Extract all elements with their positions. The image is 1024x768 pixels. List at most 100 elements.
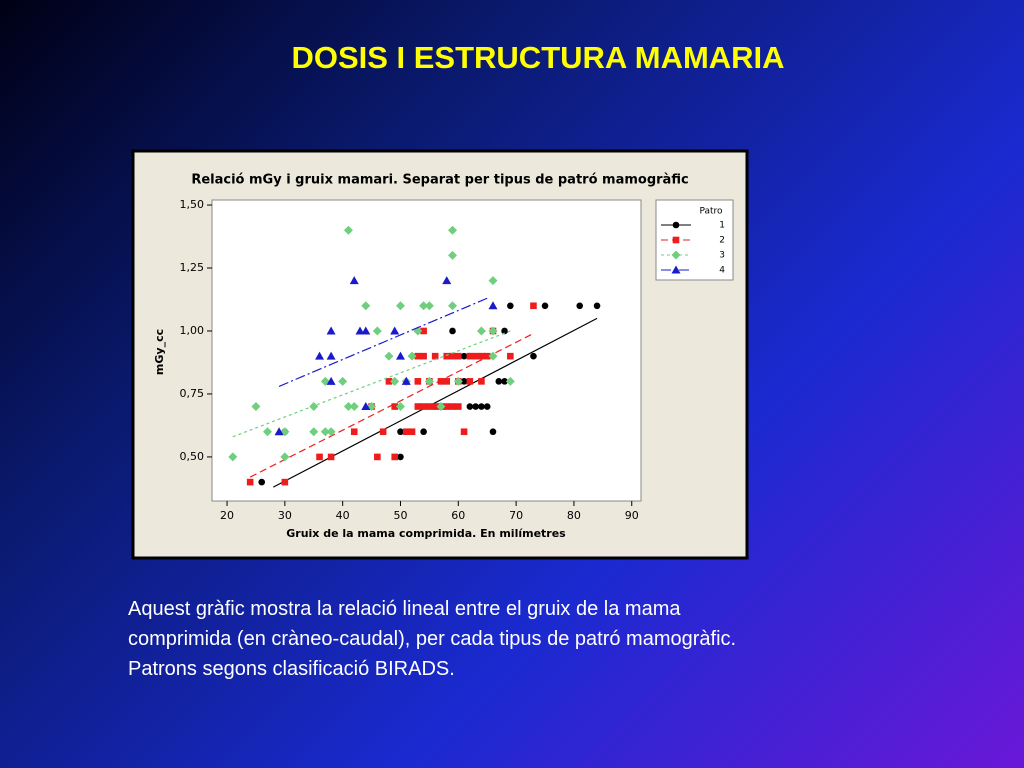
point (424, 376, 434, 386)
y-tick-label: 1,25 (180, 261, 205, 274)
point (361, 402, 371, 411)
fit-line (273, 317, 598, 488)
point (466, 378, 474, 385)
legend-label: 4 (719, 266, 725, 276)
point (443, 352, 451, 360)
caption-line: Aquest gràfic mostra la relació lineal e… (128, 598, 681, 620)
point (478, 378, 485, 385)
point (390, 326, 400, 335)
point (420, 327, 427, 335)
legend-marker (671, 250, 681, 260)
point (391, 403, 399, 410)
point (374, 453, 381, 461)
point (343, 225, 353, 235)
point (530, 352, 537, 360)
x-tick-label: 30 (278, 509, 292, 522)
point (483, 403, 491, 410)
point (309, 402, 319, 412)
chart-title: Relació mGy i gruix mamari. Separat per … (191, 173, 688, 188)
point (349, 276, 359, 285)
point (431, 352, 439, 360)
point (338, 376, 348, 386)
x-tick-label: 70 (509, 509, 523, 522)
point (349, 402, 359, 412)
caption-line: Patrons segons clasificació BIRADS. (128, 658, 455, 680)
point (454, 352, 462, 360)
point (460, 428, 468, 436)
point (495, 378, 503, 385)
caption: Aquest gràfic mostra la relació lineal e… (128, 594, 736, 684)
point (326, 351, 336, 360)
point (320, 427, 330, 437)
point (488, 276, 498, 286)
point (343, 402, 353, 412)
point (397, 453, 404, 461)
point (449, 352, 456, 360)
point (414, 352, 422, 360)
point (326, 326, 336, 335)
point (391, 453, 399, 461)
point (263, 427, 273, 437)
point (576, 302, 584, 310)
caption-line: comprimida (en cràneo-caudal), per cada … (128, 628, 737, 650)
y-tick-label: 1,00 (180, 324, 205, 337)
point (478, 403, 485, 410)
point (420, 428, 427, 436)
y-tick-label: 1,50 (180, 198, 205, 211)
legend-marker (672, 236, 680, 244)
point (407, 351, 417, 361)
legend-marker (671, 265, 681, 274)
point (350, 428, 358, 436)
legend-label: 3 (719, 251, 725, 261)
point (401, 376, 411, 385)
point (327, 453, 335, 461)
point (395, 351, 405, 360)
point (488, 351, 498, 361)
point (326, 427, 336, 437)
point (316, 453, 323, 461)
y-tick-label: 0,75 (180, 387, 205, 400)
point (593, 302, 601, 310)
y-tick-label: 0,50 (180, 450, 205, 463)
x-tick-label: 50 (393, 509, 407, 522)
point (361, 326, 371, 335)
legend-title: Patro (699, 207, 723, 217)
point (449, 403, 456, 410)
point (488, 326, 498, 336)
point (448, 250, 458, 260)
point (424, 301, 434, 311)
point (395, 301, 405, 311)
point (395, 402, 405, 412)
point (507, 352, 514, 360)
point (431, 403, 439, 410)
point (478, 352, 485, 360)
point (390, 376, 400, 386)
point (449, 327, 456, 335)
point (372, 326, 382, 336)
point (414, 378, 422, 385)
point (408, 428, 416, 436)
point (436, 402, 446, 412)
point (501, 378, 508, 385)
point (454, 403, 462, 410)
point (420, 352, 427, 360)
point (541, 302, 549, 310)
point (419, 301, 429, 311)
point (379, 428, 387, 436)
point (466, 403, 474, 410)
point (460, 352, 468, 360)
point (530, 302, 537, 310)
point (483, 352, 491, 360)
point (281, 478, 289, 486)
legend-box (655, 199, 734, 281)
x-tick-label: 40 (336, 509, 350, 522)
point (466, 352, 474, 360)
point (476, 326, 486, 336)
x-tick-label: 60 (451, 509, 465, 522)
point (442, 276, 452, 285)
point (309, 427, 319, 437)
point (488, 301, 498, 310)
point (501, 327, 508, 335)
point (274, 427, 284, 436)
